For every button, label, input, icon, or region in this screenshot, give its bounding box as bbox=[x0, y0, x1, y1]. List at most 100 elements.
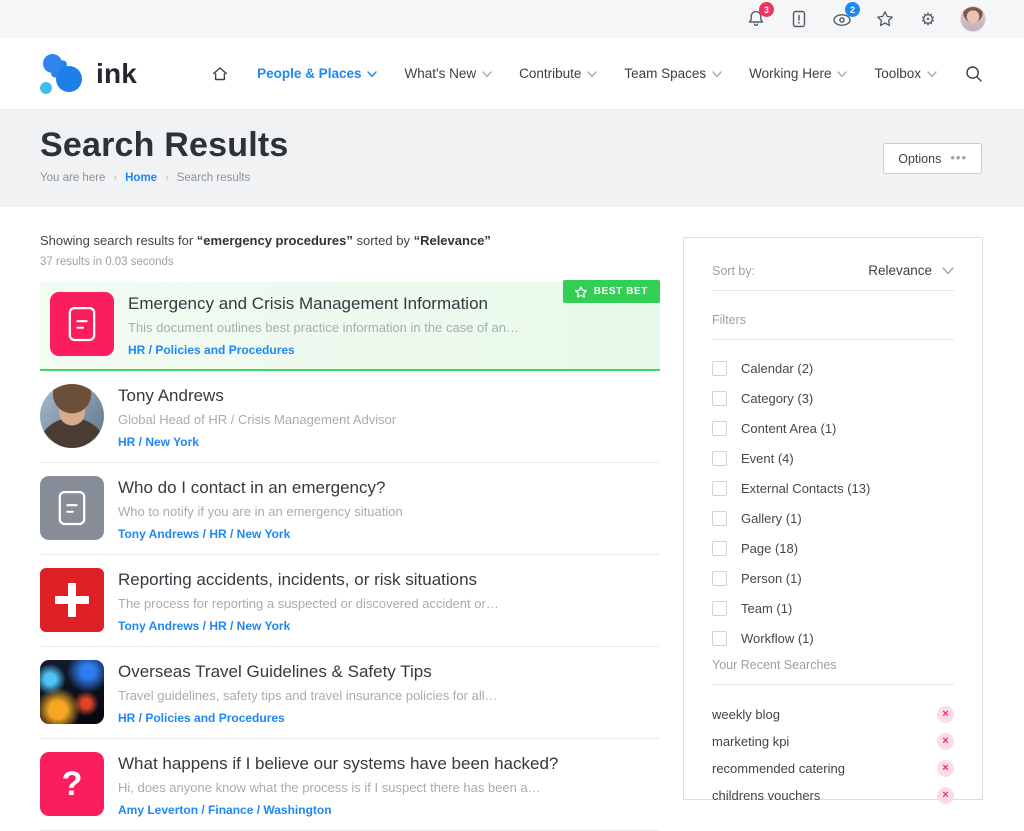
chevron-right-icon: › bbox=[113, 172, 118, 184]
checkbox[interactable] bbox=[712, 360, 727, 376]
checkbox[interactable] bbox=[712, 420, 727, 436]
result-row-question[interactable]: ? What happens if I believe our systems … bbox=[40, 739, 660, 831]
checkbox[interactable] bbox=[712, 570, 727, 586]
recent-search-link[interactable]: marketing kpi bbox=[712, 734, 790, 749]
checkbox[interactable] bbox=[712, 510, 727, 526]
summary-sort: “Relevance” bbox=[413, 233, 491, 248]
favorites-star-icon[interactable] bbox=[874, 8, 896, 30]
result-row-travel[interactable]: Overseas Travel Guidelines & Safety Tips… bbox=[40, 647, 660, 739]
recent-searches-label: Your Recent Searches bbox=[712, 658, 837, 672]
search-icon[interactable] bbox=[964, 64, 984, 84]
filter-person[interactable]: Person (1) bbox=[712, 568, 954, 588]
filter-external-contacts[interactable]: External Contacts (13) bbox=[712, 478, 954, 498]
filter-gallery[interactable]: Gallery (1) bbox=[712, 508, 954, 528]
filter-event[interactable]: Event (4) bbox=[712, 448, 954, 468]
recent-search-link[interactable]: recommended catering bbox=[712, 761, 845, 776]
remove-icon[interactable]: × bbox=[937, 733, 954, 750]
divider bbox=[712, 339, 954, 340]
nav-item-contribute[interactable]: Contribute bbox=[519, 66, 598, 81]
checkbox[interactable] bbox=[712, 480, 727, 496]
result-title[interactable]: Reporting accidents, incidents, or risk … bbox=[118, 570, 478, 589]
checkbox[interactable] bbox=[712, 450, 727, 466]
nav-item-label: Contribute bbox=[519, 66, 582, 81]
user-avatar[interactable] bbox=[960, 6, 986, 32]
result-row-best-bet[interactable]: Emergency and Crisis Management Informat… bbox=[40, 280, 660, 371]
remove-icon[interactable]: × bbox=[937, 787, 954, 804]
result-title[interactable]: Who do I contact in an emergency? bbox=[118, 478, 386, 497]
nav-item-label: People & Places bbox=[257, 66, 362, 81]
breadcrumb: You are here › Home › Search results bbox=[40, 172, 984, 184]
result-body: Emergency and Crisis Management Informat… bbox=[128, 292, 519, 357]
result-row-document[interactable]: Who do I contact in an emergency? Who to… bbox=[40, 463, 660, 555]
question-mark-icon: ? bbox=[40, 752, 104, 816]
checkbox[interactable] bbox=[712, 600, 727, 616]
result-description: Hi, does anyone know what the process is… bbox=[118, 780, 541, 795]
main-content: Showing search results for “emergency pr… bbox=[0, 207, 1024, 831]
result-body: What happens if I believe our systems ha… bbox=[118, 752, 558, 817]
remove-icon[interactable]: × bbox=[937, 706, 954, 723]
sort-by-row: Sort by: Relevance bbox=[712, 263, 954, 278]
divider bbox=[712, 290, 954, 291]
result-row-report[interactable]: Reporting accidents, incidents, or risk … bbox=[40, 555, 660, 647]
result-title[interactable]: What happens if I believe our systems ha… bbox=[118, 754, 559, 773]
nav-item-toolbox[interactable]: Toolbox bbox=[874, 66, 937, 81]
filters-sidebar: Sort by: Relevance Filters Calendar (2) … bbox=[683, 237, 983, 804]
filter-workflow[interactable]: Workflow (1) bbox=[712, 628, 954, 648]
results-summary: Showing search results for “emergency pr… bbox=[40, 233, 660, 248]
logo-text: ink bbox=[96, 57, 138, 89]
result-title[interactable]: Overseas Travel Guidelines & Safety Tips bbox=[118, 662, 432, 681]
sort-by-label: Sort by: bbox=[712, 263, 756, 278]
document-alert-icon[interactable] bbox=[788, 8, 810, 30]
nav-item-people-places[interactable]: People & Places bbox=[257, 66, 378, 81]
result-meta-link[interactable]: Amy Leverton / Finance / Washington bbox=[118, 803, 332, 817]
nav-menu: People & Places What's New Contribute Te… bbox=[210, 64, 984, 84]
filter-team[interactable]: Team (1) bbox=[712, 598, 954, 618]
filter-category[interactable]: Category (3) bbox=[712, 388, 954, 408]
recent-search-link[interactable]: childrens vouchers bbox=[712, 788, 821, 803]
filter-page[interactable]: Page (18) bbox=[712, 538, 954, 558]
settings-gear-icon[interactable]: ⚙ bbox=[920, 9, 936, 29]
divider bbox=[712, 684, 954, 685]
checkbox[interactable] bbox=[712, 390, 727, 406]
chevron-down-icon bbox=[942, 266, 954, 274]
utility-topbar: 3 2 ⚙ bbox=[0, 0, 1024, 38]
filters-list: Calendar (2) Category (3) Content Area (… bbox=[712, 358, 954, 648]
result-meta-link[interactable]: Tony Andrews / HR / New York bbox=[118, 527, 291, 541]
views-eye-icon[interactable]: 2 bbox=[831, 2, 860, 30]
options-button-label: Options bbox=[898, 151, 942, 166]
recent-search-link[interactable]: weekly blog bbox=[712, 707, 780, 722]
recent-search-item: marketing kpi × bbox=[712, 728, 954, 755]
home-icon[interactable] bbox=[210, 64, 230, 84]
breadcrumb-home-link[interactable]: Home bbox=[125, 172, 158, 184]
options-button[interactable]: Options ••• bbox=[883, 143, 982, 174]
result-row-person[interactable]: Tony Andrews Global Head of HR / Crisis … bbox=[40, 371, 660, 463]
views-count-badge: 2 bbox=[845, 2, 860, 17]
notifications-bell-icon[interactable]: 3 bbox=[745, 2, 774, 30]
filter-content-area[interactable]: Content Area (1) bbox=[712, 418, 954, 438]
best-bet-label: BEST BET bbox=[593, 286, 648, 297]
sort-by-value: Relevance bbox=[868, 263, 932, 278]
result-meta-link[interactable]: HR / Policies and Procedures bbox=[128, 343, 295, 357]
checkbox[interactable] bbox=[712, 630, 727, 646]
result-meta-link[interactable]: Tony Andrews / HR / New York bbox=[118, 619, 291, 633]
nav-item-team-spaces[interactable]: Team Spaces bbox=[624, 66, 722, 81]
result-body: Who do I contact in an emergency? Who to… bbox=[118, 476, 403, 541]
remove-icon[interactable]: × bbox=[937, 760, 954, 777]
nav-item-working-here[interactable]: Working Here bbox=[749, 66, 848, 81]
result-meta-link[interactable]: HR / Policies and Procedures bbox=[118, 711, 285, 725]
breadcrumb-current: Search results bbox=[176, 172, 251, 184]
filters-label: Filters bbox=[712, 313, 747, 327]
ink-logo[interactable]: ink bbox=[40, 51, 137, 97]
filter-calendar[interactable]: Calendar (2) bbox=[712, 358, 954, 378]
result-title[interactable]: Emergency and Crisis Management Informat… bbox=[128, 294, 488, 313]
sort-by-dropdown[interactable]: Relevance bbox=[868, 263, 954, 278]
medical-cross-icon bbox=[40, 568, 104, 632]
checkbox[interactable] bbox=[712, 540, 727, 556]
summary-query: “emergency procedures” bbox=[196, 233, 353, 248]
result-description: This document outlines best practice inf… bbox=[128, 320, 519, 335]
result-meta-link[interactable]: HR / New York bbox=[118, 435, 199, 449]
chevron-right-icon: › bbox=[165, 172, 169, 184]
result-title[interactable]: Tony Andrews bbox=[118, 386, 224, 405]
nav-item-whats-new[interactable]: What's New bbox=[404, 66, 492, 81]
